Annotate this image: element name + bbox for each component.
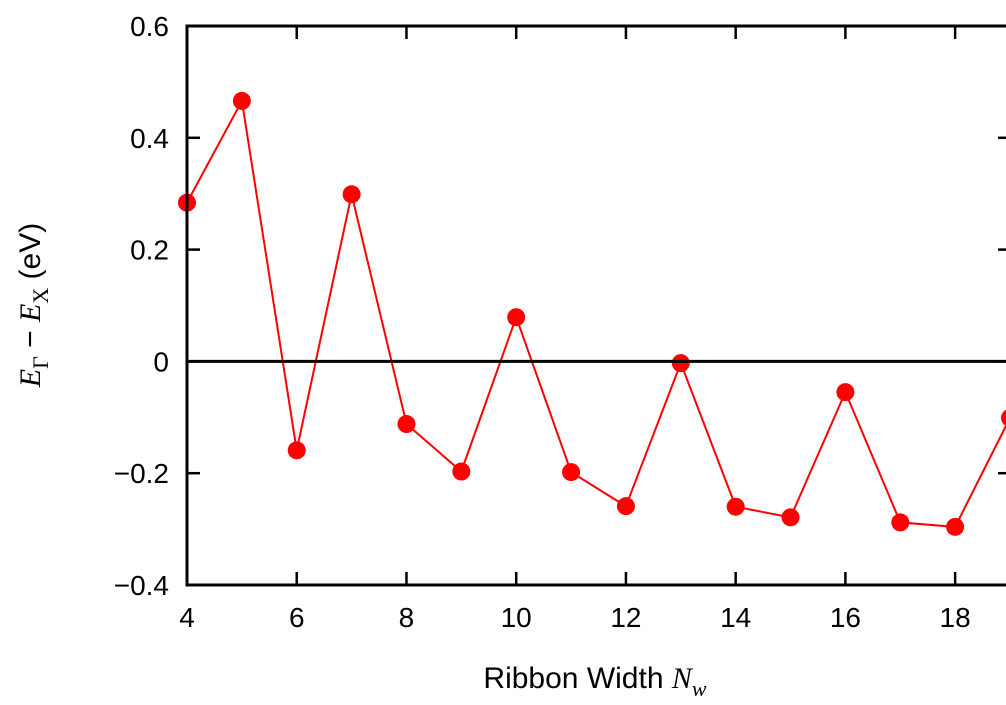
data-point xyxy=(562,463,580,481)
data-point xyxy=(836,383,854,401)
x-tick-label: 18 xyxy=(940,602,971,633)
x-tick-label: 8 xyxy=(399,602,415,633)
series-line xyxy=(187,101,1006,527)
x-tick-label: 10 xyxy=(501,602,532,633)
data-point xyxy=(507,308,525,326)
x-axis-label: Ribbon Width Nw xyxy=(483,662,706,701)
data-point xyxy=(1001,409,1006,427)
data-point xyxy=(891,513,909,531)
data-point xyxy=(672,354,690,372)
data-point xyxy=(452,463,470,481)
y-tick-label: −0.4 xyxy=(114,570,169,601)
y-axis-label: EΓ − EX (eV) xyxy=(14,223,53,388)
x-tick-label: 12 xyxy=(610,602,641,633)
data-point xyxy=(782,508,800,526)
data-point xyxy=(233,92,251,110)
y-tick-label: 0 xyxy=(153,346,169,377)
x-tick-label: 4 xyxy=(179,602,195,633)
data-point xyxy=(343,185,361,203)
data-point xyxy=(617,497,635,515)
data-point xyxy=(946,518,964,536)
data-point xyxy=(397,415,415,433)
plot-marks xyxy=(178,92,1006,536)
x-tick-label: 16 xyxy=(830,602,861,633)
x-tick-label: 14 xyxy=(720,602,751,633)
y-tick-label: 0.6 xyxy=(130,11,169,42)
y-tick-label: 0.2 xyxy=(130,235,169,266)
data-point xyxy=(288,441,306,459)
y-tick-label: −0.2 xyxy=(114,458,169,489)
data-point xyxy=(727,498,745,516)
axes xyxy=(186,26,1006,585)
y-tick-label: 0.4 xyxy=(130,123,169,154)
x-tick-label: 6 xyxy=(289,602,305,633)
